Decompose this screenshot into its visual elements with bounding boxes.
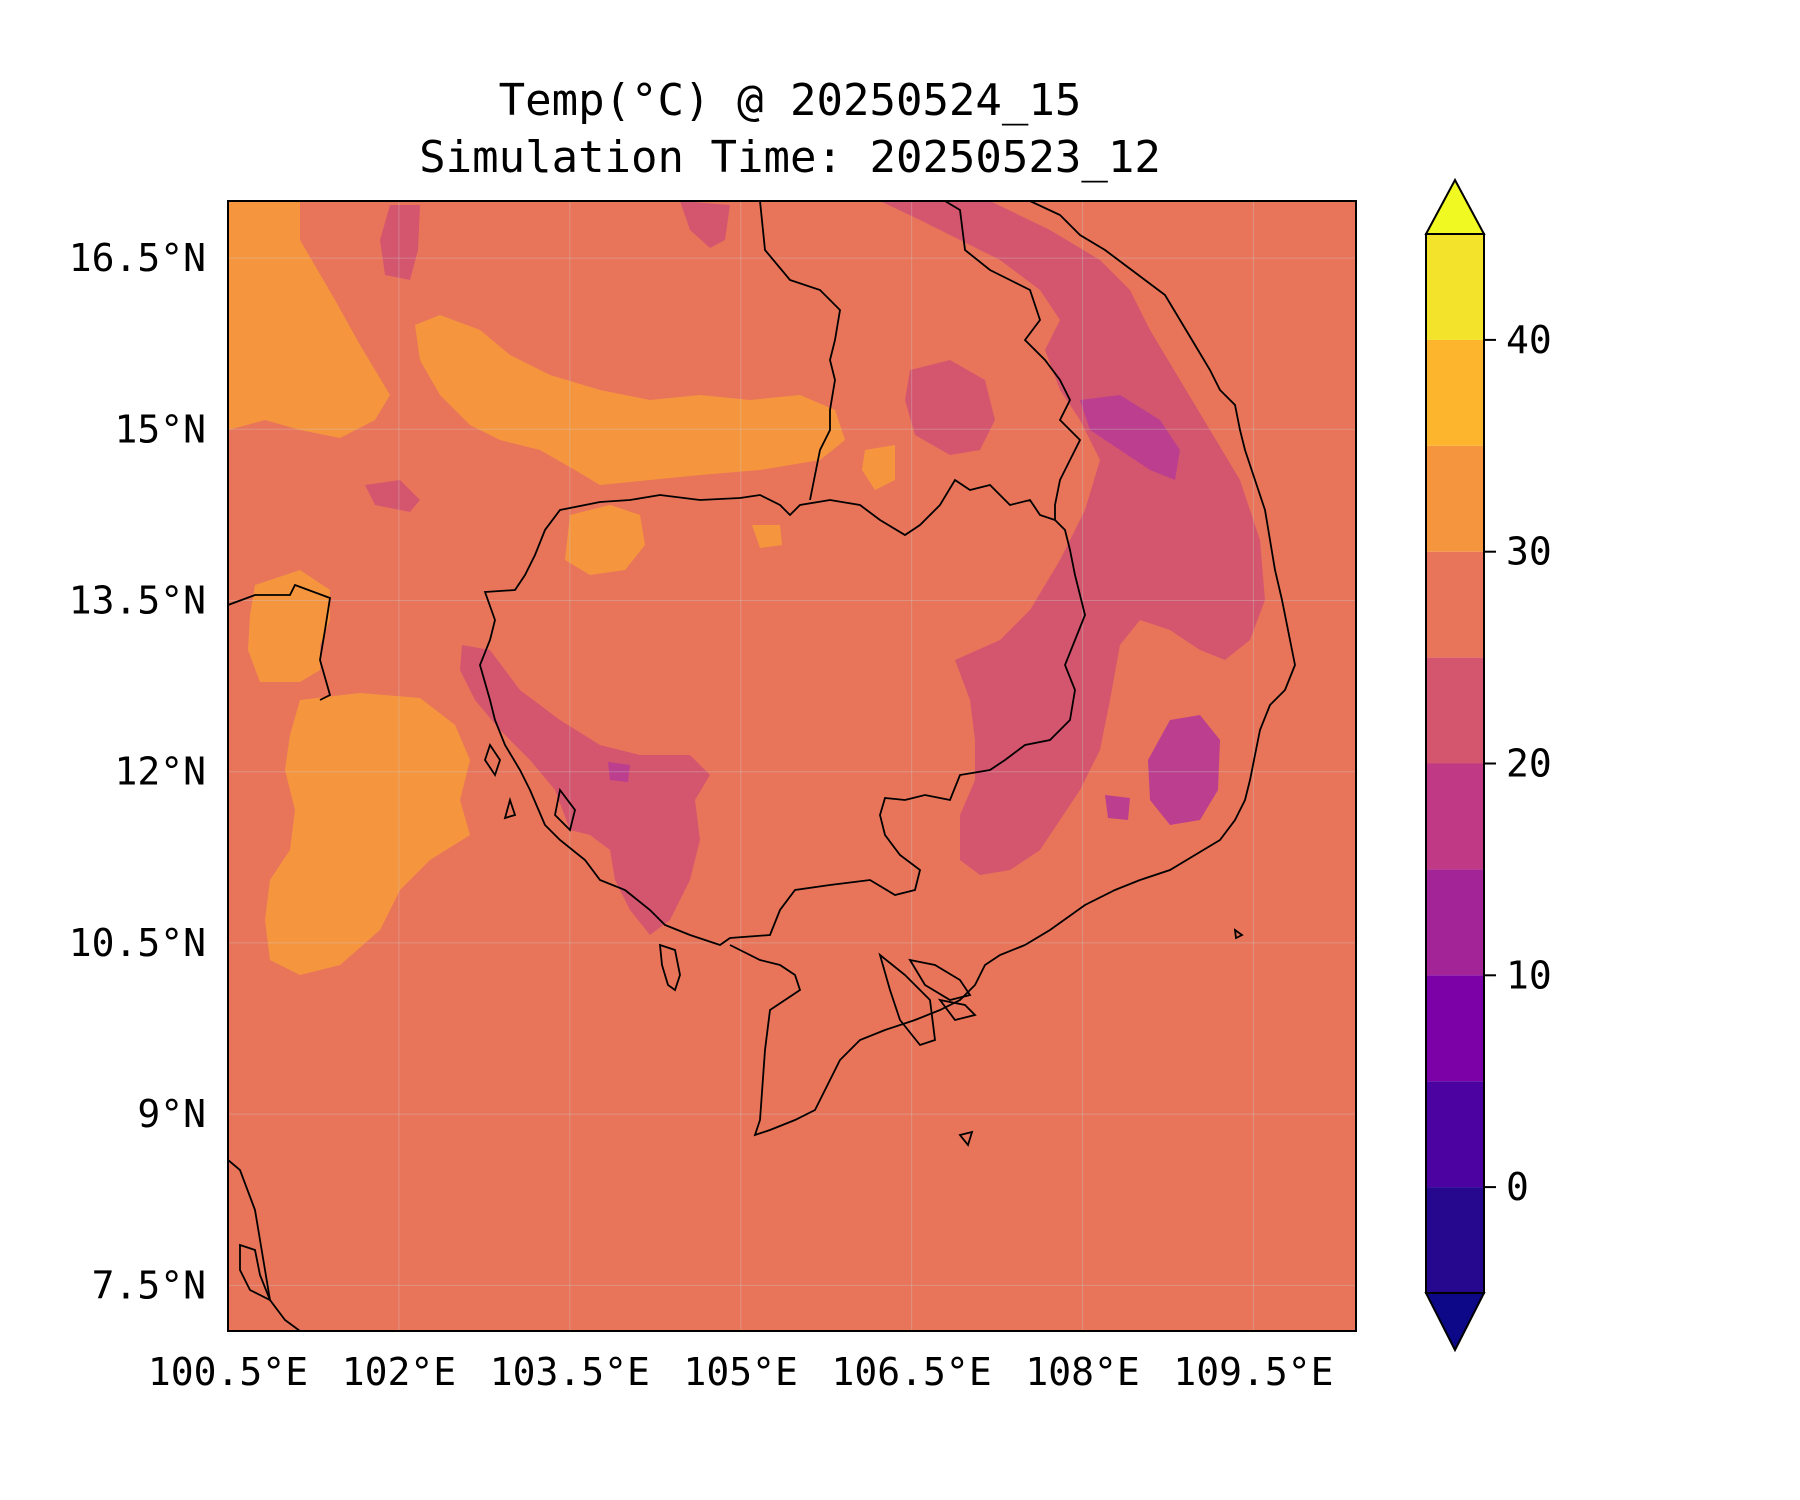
cool-zone-central-east — [905, 360, 995, 455]
lat-tick-label: 15°N — [114, 407, 206, 451]
warm-zone-west-coast — [248, 570, 330, 682]
con-dao-island — [1233, 928, 1244, 940]
lat-tick-label: 10.5°N — [69, 921, 206, 965]
warm-zone-gulf — [265, 693, 470, 975]
lon-tick-label: 103.5°E — [490, 1350, 650, 1394]
cool-zone-northwest-patch — [380, 205, 420, 280]
cambodia-border — [479, 478, 1086, 946]
colorbar-band — [1426, 975, 1484, 1082]
gridlines — [228, 201, 1356, 1331]
cool-zone-cardamom — [460, 645, 710, 935]
warm-zone-patch — [752, 525, 782, 548]
map-subtitle: Simulation Time: 20250523_12 — [419, 132, 1161, 183]
warm-zones — [228, 201, 895, 975]
lon-tick-label: 109.5°E — [1173, 1350, 1333, 1394]
colorbar-ticks: 40 30 20 10 0 — [1484, 318, 1552, 1209]
lat-tick-label: 7.5°N — [92, 1263, 206, 1307]
cool-zone-north-patch — [680, 201, 730, 248]
cool-zones — [365, 201, 1265, 935]
colorbar: 40 30 20 10 0 — [1424, 177, 1552, 1353]
map-title: Temp(°C) @ 20250524_15 — [499, 75, 1082, 126]
thailand-border-west — [228, 583, 332, 701]
warm-zone-small-east — [862, 445, 895, 490]
delta-channel-1 — [878, 952, 936, 1047]
lon-tick-label: 105°E — [684, 1350, 798, 1394]
warm-zone-central-north — [415, 315, 845, 485]
southwest-island — [239, 1243, 272, 1302]
colder-zone-north — [1080, 395, 1180, 480]
colder-zone-south — [1148, 715, 1220, 825]
latitude-axis: 16.5°N 15°N 13.5°N 12°N 10.5°N 9°N 7.5°N — [69, 236, 206, 1307]
borders — [228, 201, 1296, 1331]
colorbar-tick-label: 10 — [1506, 953, 1552, 997]
lat-tick-label: 9°N — [137, 1092, 206, 1136]
colorbar-band — [1426, 869, 1484, 976]
map-panel — [228, 201, 1356, 1331]
lon-tick-label: 108°E — [1025, 1350, 1139, 1394]
colorbar-band — [1426, 1081, 1484, 1188]
colder-zone-tiny — [608, 762, 630, 782]
mekong-delta-coast — [729, 944, 1026, 1137]
cape-island — [958, 1130, 974, 1147]
gulf-coast-west — [228, 1159, 301, 1331]
colorbar-tick-label: 20 — [1506, 742, 1552, 786]
delta-channel-2 — [908, 958, 972, 1001]
koh-kong-islands — [484, 742, 576, 832]
colorbar-band — [1426, 234, 1484, 340]
colorbar-tick-label: 40 — [1506, 318, 1552, 362]
map-frame — [227, 200, 1357, 1332]
phu-quoc-island — [658, 943, 681, 992]
colorbar-tick-label: 0 — [1506, 1165, 1529, 1209]
laos-border — [759, 201, 1082, 520]
colorbar-tick-label: 30 — [1506, 530, 1552, 574]
colorbar-band — [1426, 445, 1484, 552]
colorbar-band — [1426, 657, 1484, 764]
lon-tick-label: 106.5°E — [832, 1350, 992, 1394]
lat-tick-label: 12°N — [114, 750, 206, 794]
lon-tick-label: 102°E — [342, 1350, 456, 1394]
colorbar-extend-max — [1424, 177, 1486, 235]
lat-tick-label: 16.5°N — [69, 236, 206, 280]
colorbar-band — [1426, 763, 1484, 870]
cool-zone-annamite — [880, 201, 1265, 875]
colorbar-band — [1426, 339, 1484, 446]
colorbar-band — [1426, 551, 1484, 658]
longitude-axis: 100.5°E 102°E 103.5°E 105°E 106.5°E 108°E 109.… — [148, 1350, 1334, 1394]
warm-zone-northwest — [228, 201, 390, 438]
warm-zone-tonle-north — [565, 505, 645, 575]
colorbar-bands — [1426, 234, 1484, 1293]
delta-channel-3 — [937, 998, 977, 1022]
colorbar-band — [1426, 1187, 1484, 1293]
colder-zones — [608, 395, 1220, 825]
lat-tick-label: 13.5°N — [69, 578, 206, 622]
colder-zone-patch — [1105, 795, 1130, 820]
vietnam-coast — [1024, 201, 1296, 946]
lon-tick-label: 100.5°E — [148, 1350, 308, 1394]
cool-zone-strip — [365, 480, 420, 512]
colorbar-extend-min — [1424, 1292, 1486, 1353]
